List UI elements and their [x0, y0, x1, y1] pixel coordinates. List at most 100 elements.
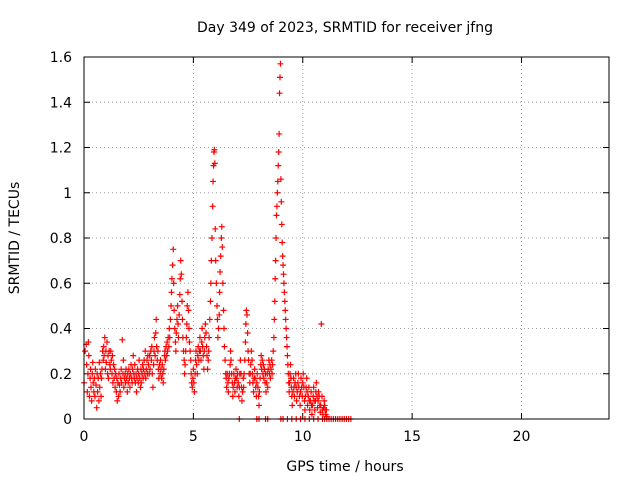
data-point — [225, 375, 232, 382]
data-point — [277, 74, 283, 81]
data-point — [208, 235, 215, 241]
data-point — [98, 393, 105, 400]
data-point — [216, 289, 223, 296]
data-point — [291, 393, 298, 400]
data-point — [278, 221, 285, 228]
data-point — [225, 388, 232, 395]
data-points — [81, 60, 354, 422]
data-point — [86, 393, 93, 400]
data-point — [277, 176, 284, 183]
y-tick-label: 0.4 — [50, 322, 72, 338]
data-point — [129, 366, 136, 373]
data-point — [109, 379, 116, 386]
data-point — [198, 339, 205, 346]
data-point — [142, 375, 149, 382]
data-point — [227, 361, 234, 368]
data-point — [83, 361, 90, 368]
data-point — [260, 361, 267, 368]
data-point — [243, 307, 250, 314]
data-point — [280, 271, 287, 278]
data-point — [229, 393, 236, 400]
data-point — [109, 352, 116, 359]
data-point — [281, 289, 288, 296]
data-point — [115, 393, 122, 400]
data-point — [162, 357, 169, 364]
data-point — [256, 388, 263, 395]
data-point — [148, 357, 155, 364]
data-point — [205, 357, 212, 364]
data-point — [84, 388, 91, 395]
data-point — [287, 370, 294, 377]
data-point — [193, 361, 200, 368]
data-point — [249, 357, 255, 364]
data-point — [319, 393, 325, 400]
data-point — [119, 336, 126, 343]
data-point — [160, 366, 167, 373]
x-tick-label: 20 — [513, 429, 531, 445]
data-point — [293, 397, 300, 404]
data-point — [269, 361, 276, 368]
data-point — [182, 361, 189, 368]
data-point — [166, 325, 173, 332]
data-point — [165, 343, 172, 350]
data-point — [85, 339, 92, 346]
data-point — [98, 375, 105, 382]
data-point — [88, 384, 94, 391]
data-point — [228, 357, 234, 364]
data-point — [323, 406, 330, 413]
data-point — [223, 384, 230, 391]
data-point — [216, 311, 223, 318]
data-point — [212, 225, 219, 232]
data-point — [181, 370, 188, 377]
data-point — [100, 357, 107, 364]
data-point — [173, 330, 180, 337]
data-point — [279, 253, 286, 260]
data-point — [258, 352, 265, 359]
data-point — [93, 404, 100, 411]
data-point — [243, 311, 250, 318]
data-point — [88, 397, 95, 404]
data-point — [259, 357, 266, 364]
data-point — [221, 325, 227, 332]
data-point — [218, 223, 225, 230]
data-point — [187, 348, 194, 355]
data-point — [303, 375, 310, 382]
y-tick-label: 0.2 — [50, 367, 72, 383]
data-point — [175, 320, 182, 327]
data-point — [209, 203, 216, 210]
data-point — [97, 370, 104, 377]
data-point — [159, 361, 166, 368]
data-point — [117, 388, 124, 395]
data-point — [163, 352, 170, 359]
data-point — [254, 384, 261, 391]
data-point — [214, 302, 220, 309]
data-point — [241, 370, 248, 377]
y-tick-label: 1.6 — [50, 50, 72, 66]
data-point — [254, 370, 261, 377]
data-point — [179, 298, 185, 305]
data-point — [183, 320, 190, 327]
data-point — [178, 271, 185, 278]
data-point — [151, 334, 158, 341]
data-point — [95, 397, 102, 404]
data-point — [273, 212, 280, 219]
data-point — [306, 406, 313, 413]
data-point — [169, 262, 176, 269]
data-point — [212, 257, 219, 264]
data-point — [276, 90, 283, 97]
data-point — [184, 302, 191, 309]
data-point — [112, 384, 119, 391]
data-point — [263, 379, 270, 386]
data-point — [170, 246, 177, 253]
data-point — [153, 316, 160, 323]
data-point — [194, 352, 201, 359]
data-point — [166, 334, 173, 341]
data-point — [131, 361, 138, 368]
data-point — [276, 130, 283, 137]
data-point — [137, 384, 144, 391]
data-point — [149, 370, 156, 377]
data-point — [176, 291, 183, 298]
data-point — [270, 334, 277, 341]
data-point — [218, 235, 225, 241]
data-point — [96, 384, 103, 391]
